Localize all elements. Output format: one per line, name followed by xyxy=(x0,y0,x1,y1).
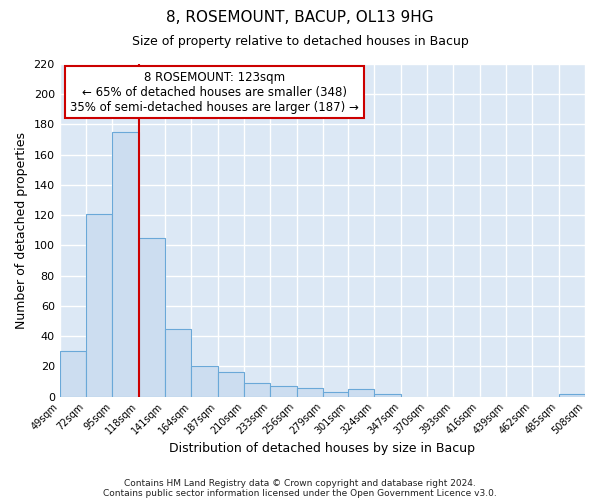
Bar xyxy=(59,352,86,397)
Text: 8, ROSEMOUNT, BACUP, OL13 9HG: 8, ROSEMOUNT, BACUP, OL13 9HG xyxy=(166,10,434,25)
Bar xyxy=(165,328,191,396)
Bar xyxy=(244,383,270,396)
Bar xyxy=(348,389,374,396)
Bar xyxy=(559,394,585,396)
Text: 8 ROSEMOUNT: 123sqm
← 65% of detached houses are smaller (348)
35% of semi-detac: 8 ROSEMOUNT: 123sqm ← 65% of detached ho… xyxy=(70,70,359,114)
Text: Contains HM Land Registry data © Crown copyright and database right 2024.: Contains HM Land Registry data © Crown c… xyxy=(124,478,476,488)
Bar xyxy=(270,386,296,396)
Bar xyxy=(374,394,401,396)
Bar xyxy=(218,372,244,396)
X-axis label: Distribution of detached houses by size in Bacup: Distribution of detached houses by size … xyxy=(169,442,475,455)
Bar xyxy=(191,366,218,396)
Bar xyxy=(86,214,112,396)
Bar xyxy=(323,392,349,396)
Bar xyxy=(296,388,323,396)
Y-axis label: Number of detached properties: Number of detached properties xyxy=(15,132,28,329)
Bar xyxy=(139,238,165,396)
Bar xyxy=(112,132,139,396)
Text: Size of property relative to detached houses in Bacup: Size of property relative to detached ho… xyxy=(131,35,469,48)
Text: Contains public sector information licensed under the Open Government Licence v3: Contains public sector information licen… xyxy=(103,488,497,498)
